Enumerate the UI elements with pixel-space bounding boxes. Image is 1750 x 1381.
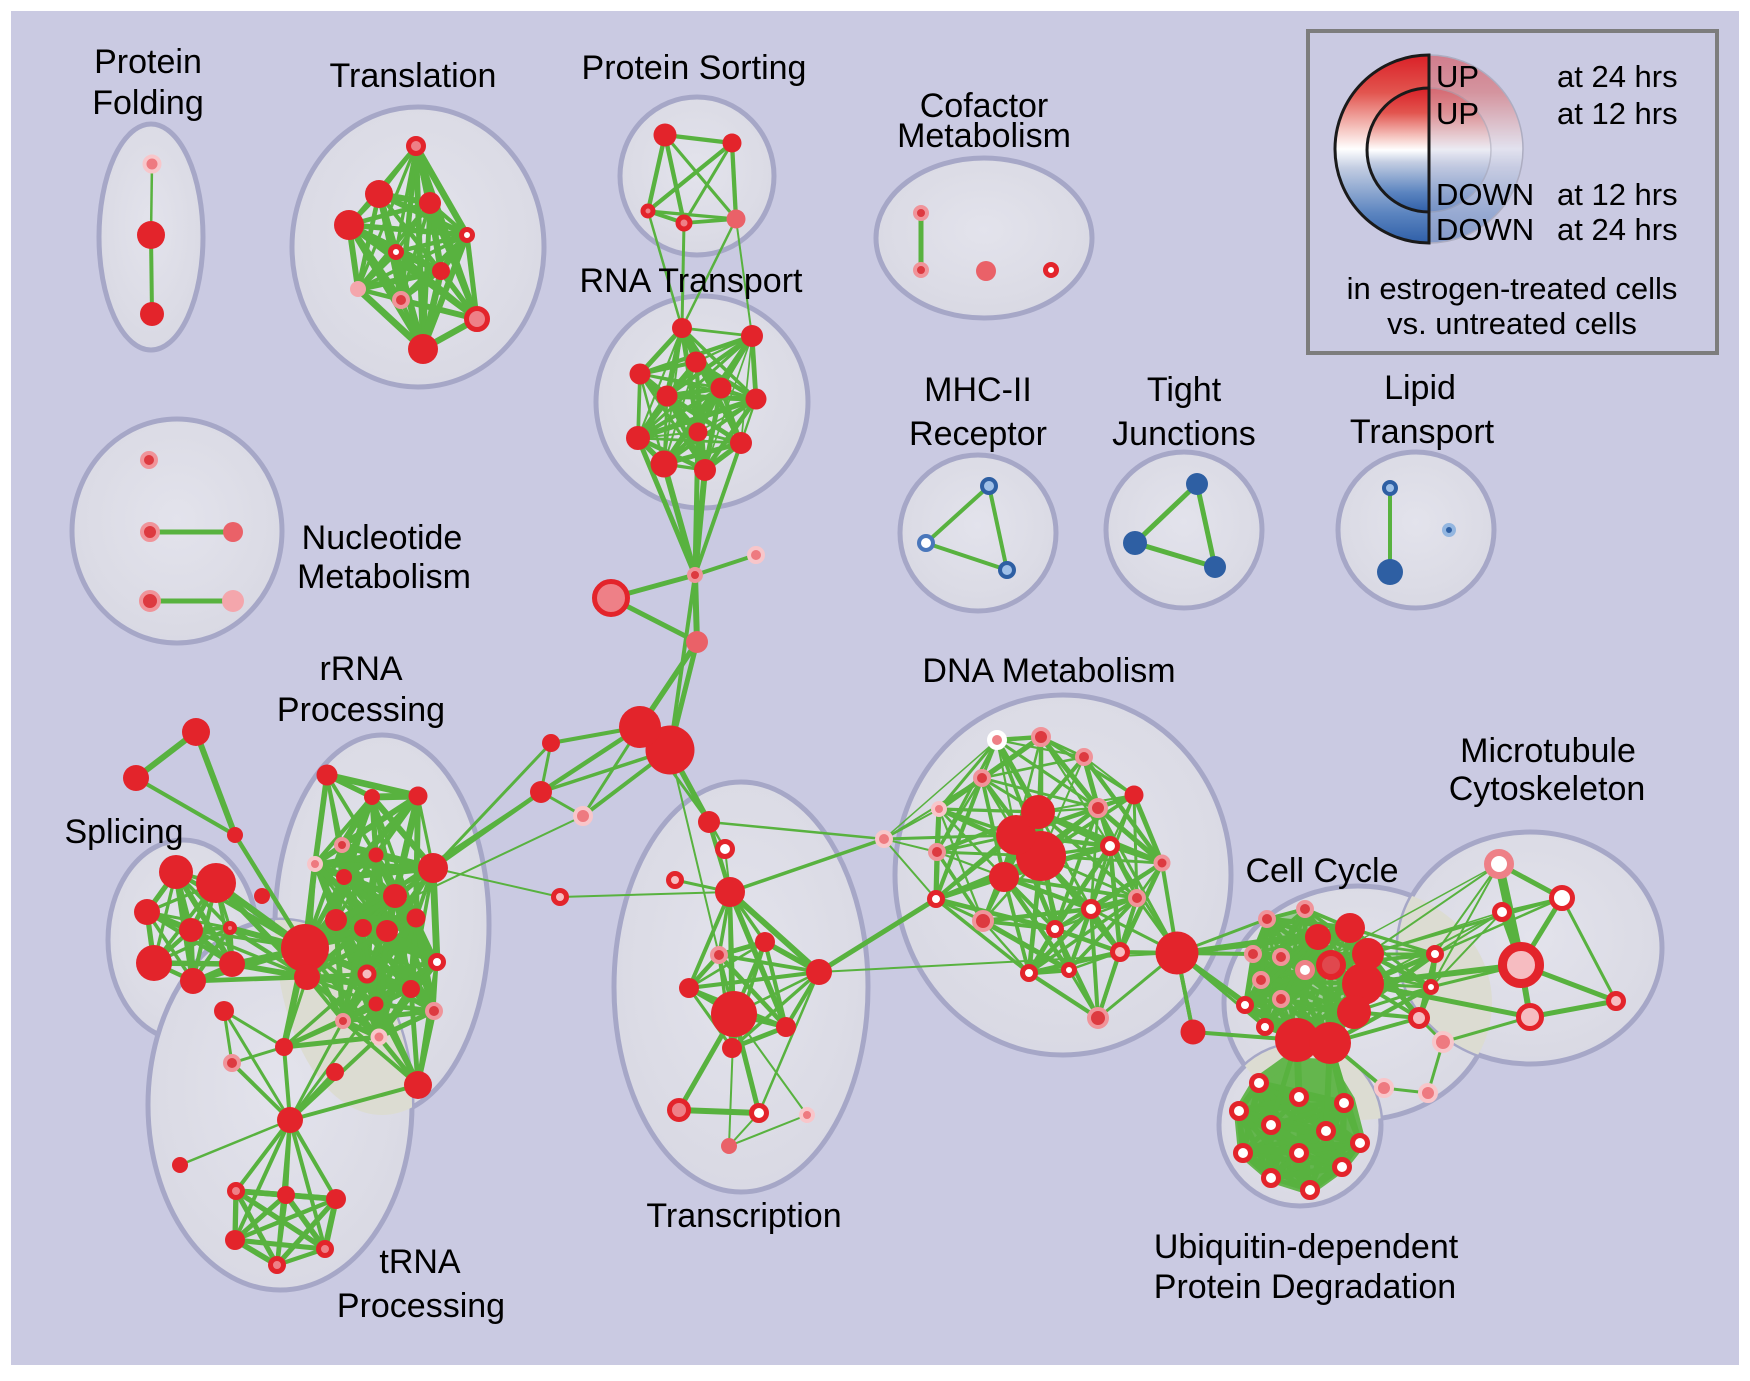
svg-text:at 12 hrs: at 12 hrs — [1557, 96, 1678, 131]
svg-text:DNA Metabolism: DNA Metabolism — [922, 652, 1175, 690]
svg-text:vs. untreated cells: vs. untreated cells — [1387, 306, 1637, 341]
svg-text:Receptor: Receptor — [909, 415, 1047, 453]
svg-text:tRNA: tRNA — [379, 1243, 461, 1281]
svg-text:DOWN: DOWN — [1436, 212, 1534, 247]
svg-text:Ubiquitin-dependent: Ubiquitin-dependent — [1154, 1228, 1459, 1266]
svg-text:at 12 hrs: at 12 hrs — [1557, 177, 1678, 212]
svg-text:MHC-II: MHC-II — [924, 371, 1032, 409]
svg-text:Lipid: Lipid — [1384, 369, 1456, 407]
svg-text:Protein: Protein — [94, 43, 202, 81]
svg-text:Protein Sorting: Protein Sorting — [582, 49, 807, 87]
svg-text:rRNA: rRNA — [319, 650, 402, 688]
svg-text:UP: UP — [1436, 96, 1479, 131]
svg-text:Translation: Translation — [330, 57, 497, 95]
svg-text:Transcription: Transcription — [646, 1197, 841, 1235]
svg-text:Microtubule: Microtubule — [1460, 732, 1636, 770]
svg-text:at 24 hrs: at 24 hrs — [1557, 212, 1678, 247]
svg-text:Protein Degradation: Protein Degradation — [1154, 1268, 1456, 1306]
svg-text:DOWN: DOWN — [1436, 177, 1534, 212]
svg-text:Metabolism: Metabolism — [897, 117, 1071, 155]
svg-text:Nucleotide: Nucleotide — [302, 519, 463, 557]
svg-text:in estrogen-treated cells: in estrogen-treated cells — [1347, 271, 1678, 306]
svg-text:UP: UP — [1436, 59, 1479, 94]
svg-text:at 24 hrs: at 24 hrs — [1557, 59, 1678, 94]
svg-text:Folding: Folding — [92, 84, 204, 122]
svg-text:Transport: Transport — [1350, 413, 1495, 451]
svg-text:Metabolism: Metabolism — [297, 558, 471, 596]
svg-text:RNA Transport: RNA Transport — [580, 262, 804, 300]
svg-text:Processing: Processing — [337, 1287, 505, 1325]
svg-text:Splicing: Splicing — [64, 813, 183, 851]
svg-text:Tight: Tight — [1147, 371, 1222, 409]
svg-text:Junctions: Junctions — [1112, 415, 1256, 453]
svg-text:Cytoskeleton: Cytoskeleton — [1449, 770, 1646, 808]
svg-text:Processing: Processing — [277, 691, 445, 729]
svg-text:Cofactor: Cofactor — [920, 87, 1049, 125]
svg-text:Cell Cycle: Cell Cycle — [1245, 852, 1398, 890]
